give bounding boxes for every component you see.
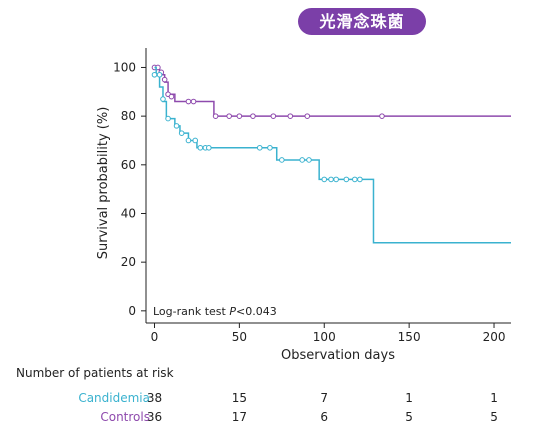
censor-mark-candidemia	[267, 144, 273, 151]
censor-mark-candidemia	[185, 137, 192, 144]
censor-mark-candidemia	[206, 144, 212, 151]
risk-count: 6	[320, 410, 329, 424]
censor-mark-controls	[236, 113, 243, 119]
censor-mark-candidemia	[151, 71, 158, 78]
censor-mark-candidemia	[321, 176, 328, 183]
risk-count: 38	[146, 391, 163, 405]
censor-mark-candidemia	[173, 123, 180, 129]
annotation-stat: P	[229, 305, 236, 318]
risk-row-label: Candidemia	[78, 391, 150, 405]
y-axis-title: Survival probability (%)	[96, 107, 111, 260]
risk-count: 1	[490, 391, 498, 405]
censor-mark-candidemia	[178, 130, 185, 136]
x-tick-label: 200	[483, 330, 506, 344]
series-line-controls	[154, 66, 511, 117]
censor-mark-controls	[168, 93, 175, 100]
censor-mark-candidemia	[357, 176, 363, 183]
log-rank-annotation: Log-rank test P<0.043	[153, 305, 277, 318]
risk-table-title: Number of patients at risk	[16, 366, 174, 380]
censor-mark-controls	[287, 113, 294, 119]
censor-mark-candidemia	[279, 157, 285, 163]
y-tick-label: 60	[121, 158, 136, 172]
censor-mark-candidemia	[160, 96, 166, 102]
risk-count: 5	[405, 410, 413, 424]
censor-mark-candidemia	[343, 176, 350, 183]
title-badge: 光滑念珠菌	[298, 8, 426, 35]
y-tick-label: 20	[121, 255, 136, 269]
annotation-prefix: Log-rank test	[153, 305, 229, 318]
censor-mark-candidemia	[165, 115, 171, 122]
censor-mark-candidemia	[197, 144, 204, 151]
censor-mark-controls	[161, 76, 168, 83]
x-tick-label: 150	[398, 330, 421, 344]
risk-row-label: Controls	[100, 410, 150, 424]
risk-count: 7	[320, 391, 329, 405]
censor-mark-candidemia	[256, 144, 263, 151]
censor-mark-candidemia	[333, 176, 339, 183]
risk-count: 5	[490, 410, 498, 424]
censor-mark-candidemia	[352, 176, 358, 183]
y-tick-label: 80	[121, 109, 136, 123]
censor-mark-candidemia	[299, 157, 305, 163]
chart-axes: 0 20 40 60 80 100 0 50 100 150 200	[113, 48, 511, 344]
risk-count: 1	[405, 391, 413, 405]
x-tick-label: 0	[151, 330, 159, 344]
x-tick-label: 50	[232, 330, 247, 344]
risk-count: 15	[231, 391, 247, 405]
x-tick-label: 100	[313, 330, 336, 344]
censor-mark-controls	[270, 113, 277, 119]
censor-mark-candidemia	[192, 137, 199, 144]
censor-mark-controls	[212, 113, 219, 119]
censor-mark-controls	[226, 113, 232, 119]
x-axis-title: Observation days	[281, 348, 395, 363]
y-tick-label: 0	[128, 304, 136, 318]
censor-mark-controls	[379, 113, 385, 119]
risk-count: 17	[231, 410, 247, 424]
censor-mark-controls	[190, 98, 197, 105]
censor-mark-candidemia	[306, 157, 312, 163]
series-line-candidemia	[154, 66, 511, 244]
censor-mark-controls	[250, 113, 256, 119]
annotation-suffix: <0.043	[236, 305, 277, 318]
censor-mark-controls	[185, 98, 192, 105]
censor-mark-controls	[304, 113, 311, 119]
y-tick-label: 40	[121, 206, 136, 220]
y-tick-label: 100	[113, 60, 136, 74]
risk-count: 36	[146, 410, 163, 424]
censor-mark-candidemia	[156, 71, 163, 78]
chart-series	[151, 64, 511, 244]
censor-mark-candidemia	[328, 176, 334, 183]
